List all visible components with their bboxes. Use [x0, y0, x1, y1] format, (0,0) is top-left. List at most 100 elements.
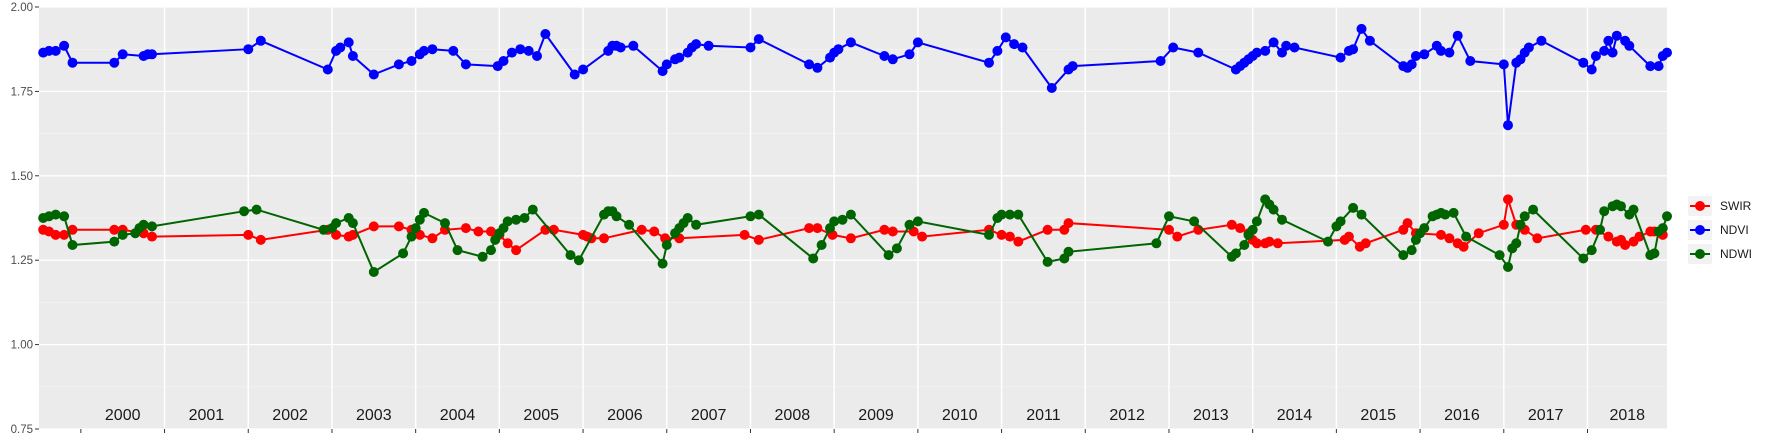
data-point [448, 45, 459, 56]
data-point [879, 51, 890, 61]
legend-label: SWIR [1720, 199, 1752, 213]
data-point [1645, 61, 1656, 72]
data-point [1448, 207, 1459, 218]
data-point [1042, 256, 1053, 267]
data-point [1264, 236, 1275, 247]
y-tick-label: 1.25 [11, 255, 33, 267]
data-point [1523, 42, 1534, 53]
data-point [347, 218, 358, 229]
data-point [1172, 231, 1183, 242]
data-point [917, 231, 928, 242]
data-point [1289, 42, 1300, 53]
year-label: 2014 [1277, 407, 1313, 424]
data-point [1657, 223, 1668, 234]
data-point [109, 57, 120, 68]
data-point [1590, 51, 1601, 61]
data-point [1189, 216, 1200, 227]
data-point [1272, 238, 1283, 249]
legend-key-point [1695, 249, 1705, 259]
data-point [1063, 246, 1074, 257]
data-point [703, 40, 714, 51]
data-point [1611, 30, 1622, 41]
data-point [837, 214, 848, 225]
data-point [812, 62, 823, 73]
data-point [996, 229, 1007, 240]
data-point [59, 229, 70, 240]
data-point [59, 211, 70, 222]
data-point [1436, 229, 1446, 240]
data-point [1151, 238, 1162, 249]
data-point [147, 231, 157, 242]
y-tick-label: 1.00 [11, 340, 33, 352]
data-point [419, 45, 429, 56]
data-point [50, 229, 61, 240]
data-point [1528, 204, 1539, 215]
data-point [460, 59, 471, 70]
data-point [515, 44, 526, 55]
year-labels: 2000 2001 2002 2003 2004 2005 2006 2007 2008 2009… [105, 407, 1645, 424]
data-point [1519, 211, 1530, 222]
data-point [506, 47, 517, 58]
data-point [243, 229, 254, 240]
data-point [887, 54, 898, 65]
data-point [255, 234, 266, 245]
data-point [845, 209, 856, 220]
data-point [691, 219, 702, 230]
data-point [1356, 209, 1367, 220]
data-point [1364, 35, 1375, 46]
data-point [904, 219, 915, 230]
data-point [753, 234, 764, 245]
series-ndwi [38, 194, 1672, 277]
data-point [1503, 194, 1513, 205]
year-label: 2002 [272, 407, 308, 424]
data-point [808, 253, 819, 264]
data-point [1013, 209, 1024, 220]
data-point [912, 216, 923, 227]
year-label: 2018 [1609, 407, 1645, 424]
data-point [1164, 224, 1174, 235]
data-point [1406, 245, 1417, 256]
series-ndvi [38, 23, 1672, 131]
data-point [1653, 61, 1664, 72]
year-label: 2013 [1193, 407, 1229, 424]
data-point [1628, 204, 1639, 215]
data-point [1360, 238, 1371, 249]
data-point [1348, 202, 1359, 213]
data-point [322, 64, 333, 75]
data-point [833, 44, 844, 55]
data-point [347, 229, 358, 240]
data-point [527, 204, 538, 215]
year-label: 2012 [1109, 407, 1145, 424]
data-point [1343, 231, 1354, 242]
data-point [1335, 216, 1346, 227]
data-point [804, 223, 815, 234]
year-label: 2011 [1026, 407, 1061, 424]
y-axis: 0.75 1.00 1.25 1.50 1.75 2.00 [11, 2, 39, 436]
data-point [879, 224, 890, 235]
data-point [1356, 23, 1367, 34]
data-point [753, 34, 764, 45]
year-label: 2015 [1360, 407, 1396, 424]
data-point [1607, 47, 1618, 58]
data-point [331, 218, 342, 229]
data-point [573, 255, 584, 266]
data-point [1193, 47, 1204, 58]
data-point [117, 49, 128, 60]
data-point [1235, 223, 1246, 234]
data-point [1536, 35, 1547, 46]
data-point [255, 35, 266, 46]
data-point [624, 219, 635, 230]
data-point [511, 245, 522, 256]
year-label: 2001 [189, 407, 225, 424]
data-point [1004, 231, 1015, 242]
data-point [682, 213, 693, 223]
data-point [1419, 223, 1430, 234]
data-point [569, 69, 580, 80]
legend-label: NDVI [1720, 223, 1749, 237]
legend-item-ndvi: NDVI [1688, 220, 1749, 240]
data-point [1511, 238, 1522, 249]
data-point [1323, 236, 1333, 247]
data-point [452, 245, 463, 256]
data-point [845, 233, 856, 244]
data-point [1155, 56, 1166, 66]
